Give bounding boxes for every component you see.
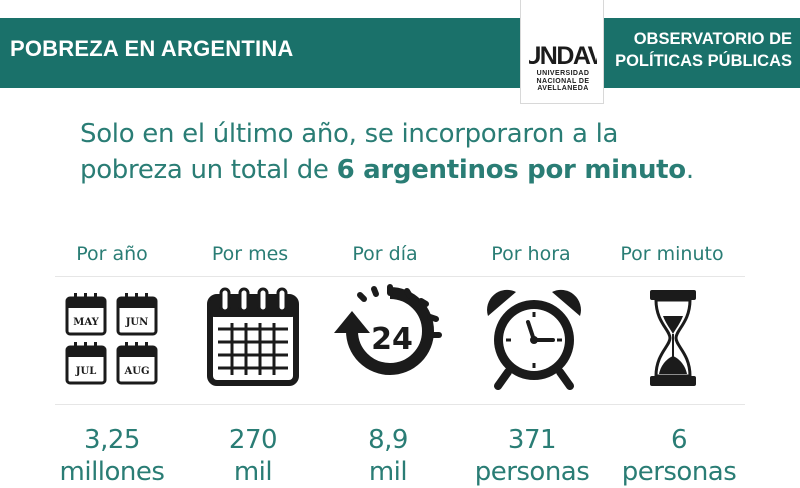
alarm-clock-icon <box>487 289 581 390</box>
value-por-mes: 270 mil <box>178 424 328 488</box>
label-por-minuto: Por minuto <box>620 243 724 265</box>
value-unit: mil <box>233 457 273 487</box>
university-logo: UNDAV UNIVERSIDAD NACIONAL DE AVELLANEDA <box>520 0 604 104</box>
value-por-minuto: 6 personas <box>604 424 754 488</box>
label-por-ano: Por año <box>76 243 148 265</box>
headline-line-2-suffix: . <box>685 155 694 185</box>
divider-bottom <box>55 404 745 405</box>
month-calendar-may: MAY <box>65 293 107 336</box>
value-number: 3,25 <box>84 425 140 455</box>
observatory-title: OBSERVATORIO DE POLÍTICAS PÚBLICAS <box>612 28 792 72</box>
headline: Solo en el último año, se incorporaron a… <box>80 116 760 188</box>
headline-line-1: Solo en el último año, se incorporaron a… <box>80 119 619 149</box>
calendar-months-icon: MAY JUN JUL AUG <box>65 293 158 385</box>
24-hour-icon-text: 24 <box>371 322 413 357</box>
value-unit: personas <box>474 457 590 487</box>
headline-highlight: 6 argentinos por minuto <box>336 155 687 185</box>
hourglass-icon <box>650 290 696 386</box>
label-por-mes: Por mes <box>211 243 289 265</box>
logo-mark-text: UNDAV <box>529 42 597 68</box>
value-por-ano: 3,25 millones <box>37 424 187 488</box>
headline-line-2: pobreza un total de 6 argentinos por min… <box>80 152 760 188</box>
headline-line-2-prefix: pobreza un total de <box>80 155 337 185</box>
month-calendar-jun: JUN <box>116 293 158 336</box>
divider-top <box>55 276 745 277</box>
month-label-may: MAY <box>73 317 99 328</box>
label-por-hora: Por hora <box>491 243 571 265</box>
value-unit: personas <box>621 457 737 487</box>
value-por-dia: 8,9 mil <box>313 424 463 488</box>
observatory-title-line-2: POLÍTICAS PÚBLICAS <box>615 52 792 70</box>
label-por-dia: Por día <box>352 243 418 265</box>
month-label-jun: JUN <box>125 317 149 328</box>
value-por-hora: 371 personas <box>457 424 607 488</box>
undav-logo-mark: UNDAV <box>529 42 597 68</box>
month-label-jul: JUL <box>75 366 96 377</box>
value-number: 6 <box>670 425 688 455</box>
calendar-icon <box>207 287 299 386</box>
value-number: 270 <box>228 425 278 455</box>
page-title: POBREZA EN ARGENTINA <box>10 36 294 61</box>
value-number: 8,9 <box>368 425 408 455</box>
month-calendar-aug: AUG <box>116 342 158 385</box>
month-label-aug: AUG <box>123 366 149 377</box>
logo-caption-line-2: NACIONAL DE <box>536 77 590 85</box>
header-band <box>0 18 800 88</box>
observatory-title-line-1: OBSERVATORIO DE <box>633 30 792 48</box>
logo-caption: UNIVERSIDAD NACIONAL DE AVELLANEDA <box>523 70 603 93</box>
value-number: 371 <box>507 425 557 455</box>
logo-caption-line-1: UNIVERSIDAD <box>536 70 590 77</box>
logo-caption-line-3: AVELLANEDA <box>537 85 589 92</box>
24-hour-icon: 24 <box>334 284 442 375</box>
month-calendar-jul: JUL <box>65 342 107 385</box>
value-unit: millones <box>59 457 165 487</box>
value-unit: mil <box>368 457 408 487</box>
